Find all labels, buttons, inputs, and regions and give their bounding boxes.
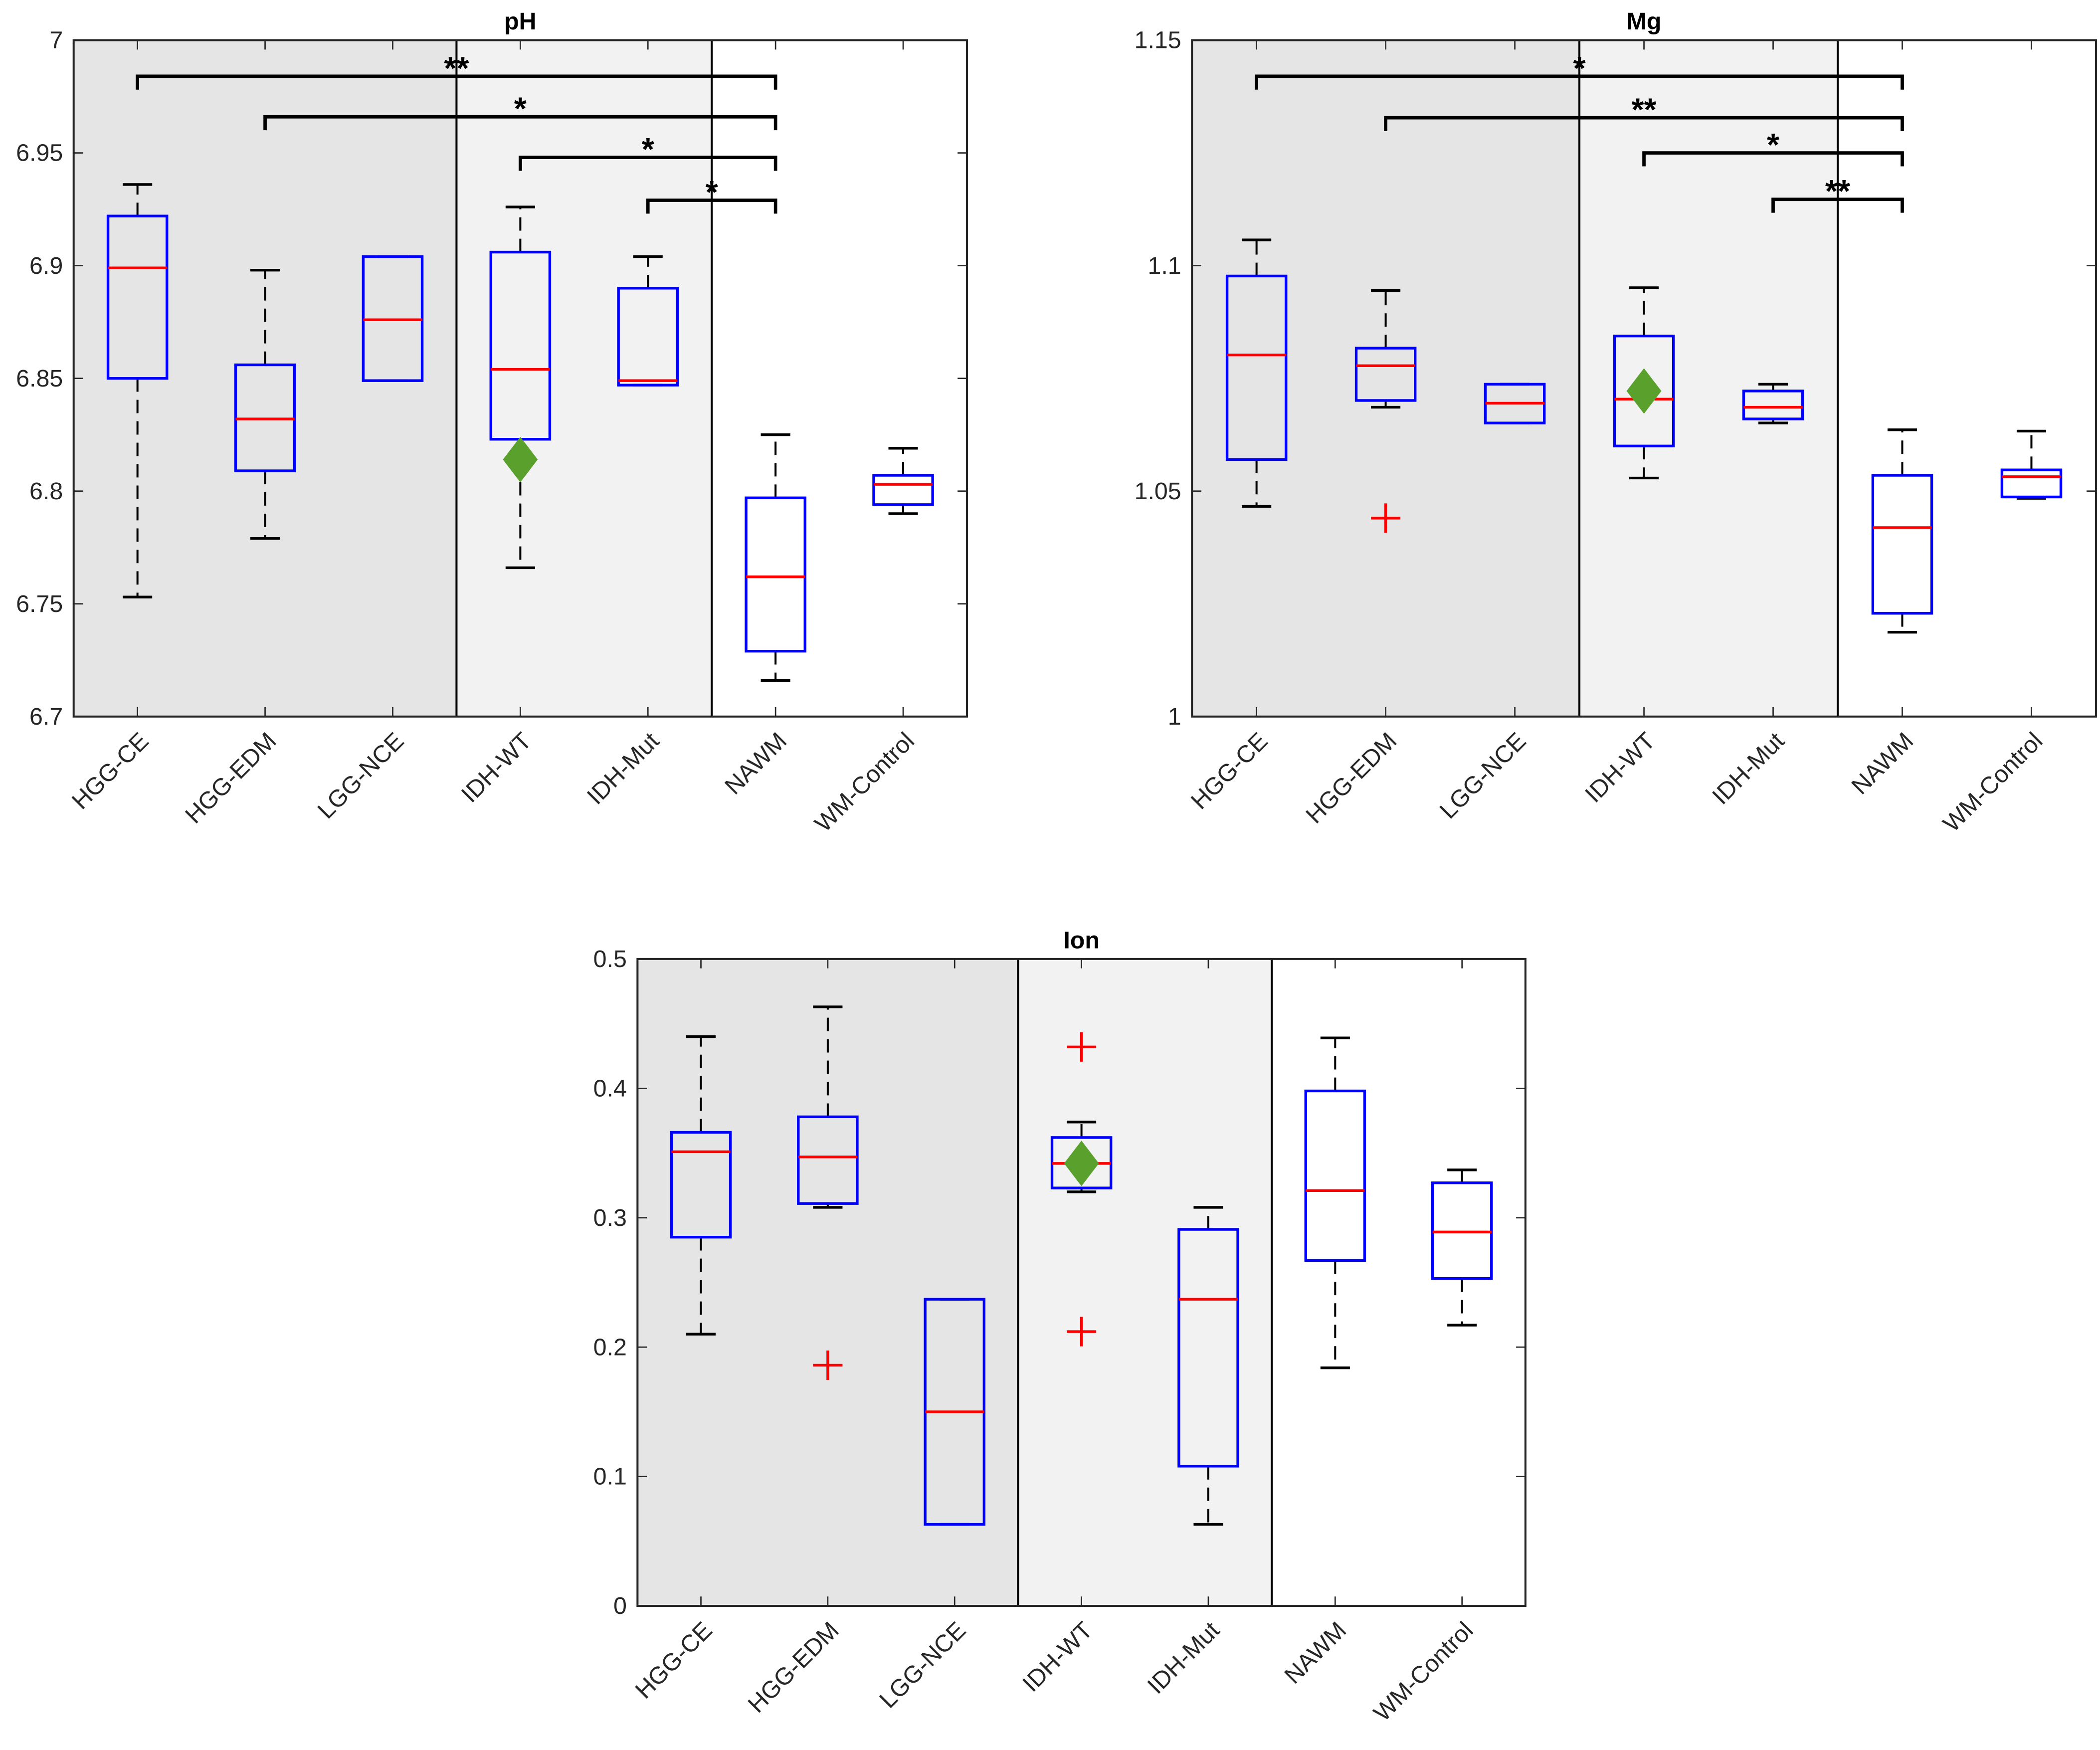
group-shading xyxy=(712,40,967,717)
x-tick-label: IDH-WT xyxy=(1580,727,1661,808)
significance-label: * xyxy=(642,131,655,167)
significance-bracket xyxy=(646,198,777,214)
y-tick-label: 6.9 xyxy=(29,252,63,279)
group-shading xyxy=(637,959,1018,1606)
chart-title: Ion xyxy=(1063,927,1099,954)
y-tick-label: 6.8 xyxy=(29,478,63,505)
significance-bracket xyxy=(1771,197,1904,213)
y-tick-label: 1 xyxy=(1168,703,1181,730)
chart-title: Mg xyxy=(1627,8,1662,35)
plot-frame xyxy=(72,39,968,718)
y-tick-label: 0 xyxy=(613,1592,627,1619)
y-tick-label: 1.15 xyxy=(1135,27,1181,54)
x-tick-label: IDH-WT xyxy=(456,727,537,808)
y-tick-label: 0.2 xyxy=(593,1334,627,1361)
significance-bracket xyxy=(136,74,777,90)
box xyxy=(745,496,806,653)
x-tick-label: HGG-EDM xyxy=(180,727,281,828)
y-tick-label: 0.4 xyxy=(593,1075,627,1102)
x-tick-label: NAWM xyxy=(1279,1617,1351,1689)
significance-label: * xyxy=(1573,50,1586,86)
x-tick-label: LGG-NCE xyxy=(312,727,409,824)
y-tick-label: 6.85 xyxy=(16,365,63,392)
y-tick-label: 0.5 xyxy=(593,946,627,972)
x-tick-label: IDH-Mut xyxy=(1143,1616,1225,1699)
y-tick-label: 6.7 xyxy=(29,703,63,730)
group-shading xyxy=(1838,40,2096,717)
outlier xyxy=(1067,1317,1097,1347)
x-tick-label: IDH-Mut xyxy=(1707,727,1790,810)
y-tick-label: 1.1 xyxy=(1148,252,1181,279)
significance-label: ** xyxy=(1631,91,1657,127)
chart-title: pH xyxy=(504,8,536,35)
box xyxy=(1354,347,1417,402)
y-tick-label: 1.05 xyxy=(1135,478,1181,505)
chart: 0 0.1 0.2 0.3 0.4 0.5 HGG-CE HGG-EDM LGG-NCE IDH-… xyxy=(593,927,1527,1727)
significance-bracket xyxy=(1642,151,1904,167)
significance-label: * xyxy=(1767,127,1780,163)
y-tick-label: 7 xyxy=(49,27,63,54)
x-tick-label: HGG-CE xyxy=(1186,727,1273,814)
plot-frame xyxy=(1191,39,2097,718)
x-tick-label: HGG-CE xyxy=(67,727,154,814)
x-tick-label: HGG-CE xyxy=(630,1617,718,1704)
outlier xyxy=(1067,1032,1097,1062)
box xyxy=(1304,1089,1366,1262)
x-tick-label: WM-Control xyxy=(1938,727,2048,837)
box xyxy=(1613,335,1675,447)
significance-label: * xyxy=(706,174,719,210)
group-shading xyxy=(1272,959,1526,1606)
x-tick-label: IDH-WT xyxy=(1017,1617,1098,1698)
x-tick-label: NAWM xyxy=(1846,727,1918,799)
outlier xyxy=(813,1350,843,1380)
box xyxy=(872,474,934,506)
plot-frame xyxy=(636,958,1527,1607)
y-tick-label: 6.95 xyxy=(16,140,63,167)
x-tick-label: HGG-EDM xyxy=(743,1617,844,1718)
group-shading xyxy=(1192,40,1580,717)
chart: 6.7 6.75 6.8 6.85 6.9 6.95 7 HGG-CE HGG-EDM LGG-N… xyxy=(16,8,968,837)
box xyxy=(617,287,679,387)
y-tick-label: 6.75 xyxy=(16,590,63,617)
group-shading xyxy=(1579,40,1838,717)
group-shading xyxy=(456,40,712,717)
group-shading xyxy=(1018,959,1272,1606)
chart: 1 1.05 1.1 1.15 HGG-CE HGG-EDM LGG-NCE IDH-WT ID… xyxy=(1135,8,2097,837)
highlight-diamond xyxy=(1626,368,1662,414)
box xyxy=(1225,274,1288,461)
significance-bracket xyxy=(1384,116,1904,131)
y-tick-label: 0.1 xyxy=(593,1463,627,1490)
box xyxy=(670,1131,732,1239)
significance-bracket xyxy=(518,156,777,171)
box xyxy=(2000,468,2063,499)
significance-label: ** xyxy=(444,50,469,86)
x-tick-label: LGG-NCE xyxy=(1435,727,1531,824)
significance-bracket xyxy=(1255,74,1904,90)
x-tick-label: HGG-EDM xyxy=(1301,727,1402,828)
significance-bracket xyxy=(263,115,777,131)
box xyxy=(1871,474,1933,615)
x-tick-label: LGG-NCE xyxy=(874,1617,971,1714)
highlight-diamond xyxy=(1064,1141,1099,1186)
significance-label: * xyxy=(514,91,527,127)
box xyxy=(1742,389,1804,420)
y-tick-label: 0.3 xyxy=(593,1204,627,1231)
significance-label: ** xyxy=(1825,173,1851,209)
box xyxy=(797,1115,859,1205)
x-tick-label: WM-Control xyxy=(810,727,920,837)
outlier xyxy=(1371,503,1401,533)
x-tick-label: IDH-Mut xyxy=(582,727,665,810)
x-tick-label: WM-Control xyxy=(1368,1617,1478,1727)
box xyxy=(106,214,169,380)
x-tick-label: NAWM xyxy=(720,727,792,799)
box xyxy=(1177,1228,1239,1468)
